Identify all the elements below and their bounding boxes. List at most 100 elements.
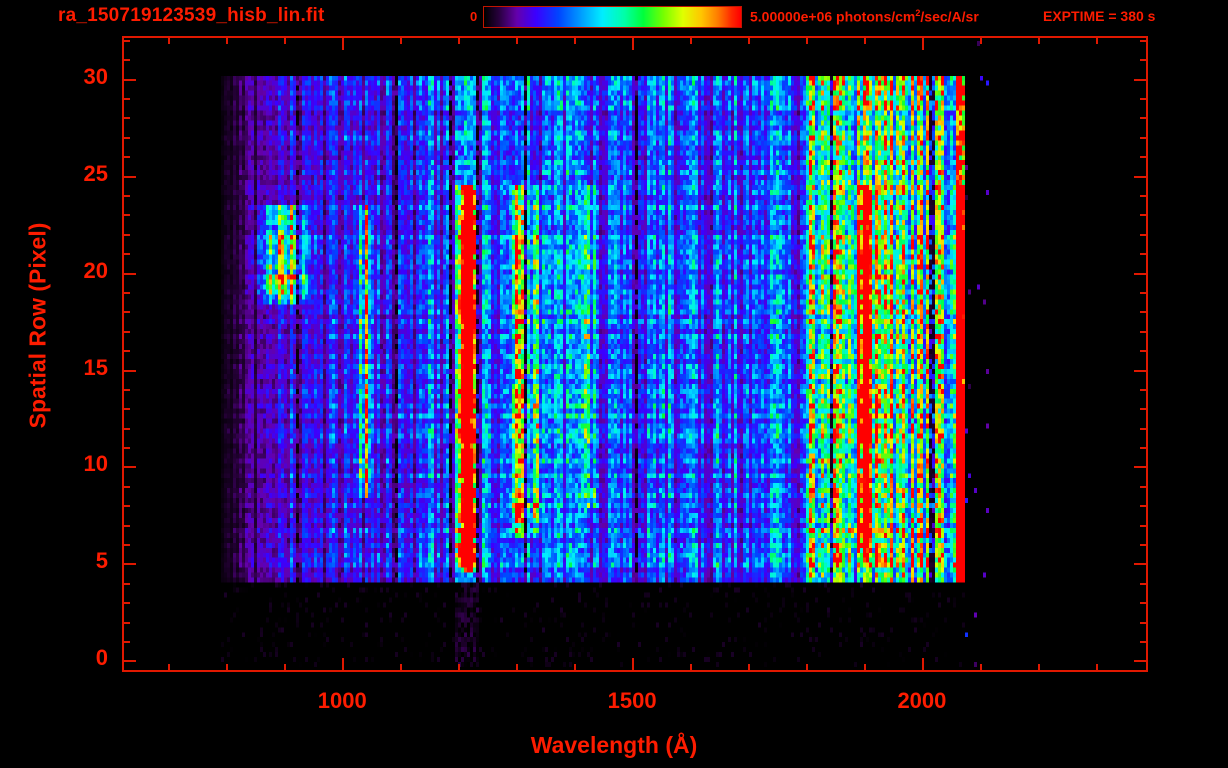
y-tick [122,563,136,565]
x-tick [864,664,866,672]
spectrogram-image-wrap [122,36,1148,672]
y-tick [122,447,130,449]
y-tick [1140,137,1148,139]
y-tick [1140,544,1148,546]
x-tick [864,36,866,44]
y-tick-label: 25 [83,160,108,186]
y-tick [1134,370,1148,372]
y-tick [122,59,130,61]
y-tick [122,234,130,236]
y-tick [1140,234,1148,236]
x-tick [1038,664,1040,672]
y-tick [1140,428,1148,430]
y-tick [1140,408,1148,410]
y-tick [122,486,130,488]
y-tick-label: 20 [83,257,108,283]
y-tick [122,253,130,255]
y-tick [1134,273,1148,275]
y-tick [1140,622,1148,624]
y-tick-label: 15 [83,354,108,380]
y-tick [1140,59,1148,61]
colorbar-max-value: 5.00000e+06 [750,8,833,25]
y-tick [122,525,130,527]
x-tick-label: 2000 [897,688,947,713]
y-tick [1140,525,1148,527]
x-axis-label: Wavelength (Å) [530,732,698,758]
x-tick [516,664,518,672]
y-tick [1140,331,1148,333]
y-tick-label: 0 [95,645,108,671]
x-tick [458,36,460,44]
y-tick [122,40,130,42]
x-tick [806,36,808,44]
y-tick [1140,602,1148,604]
y-tick [122,350,130,352]
x-tick [980,664,982,672]
y-tick [122,602,130,604]
y-tick [1140,350,1148,352]
y-tick [122,176,136,178]
y-tick [122,195,130,197]
x-tick [690,36,692,44]
y-tick [122,98,130,100]
y-tick [122,331,130,333]
y-tick [122,214,130,216]
y-tick [1140,156,1148,158]
y-tick [122,292,130,294]
y-tick [122,622,130,624]
x-tick [748,36,750,44]
x-tick [1096,36,1098,44]
x-tick [516,36,518,44]
x-tick [922,36,924,50]
y-tick [1140,40,1148,42]
y-tick [122,117,130,119]
y-tick [1140,486,1148,488]
y-tick [122,544,130,546]
y-tick [122,156,130,158]
y-tick [122,660,136,662]
spectrogram-image [122,36,1148,672]
colorbar-min-label: 0 [470,9,478,24]
y-tick [1140,195,1148,197]
y-tick [122,428,130,430]
y-tick [122,370,136,372]
y-tick [1134,466,1148,468]
y-tick-label: 5 [95,548,108,574]
y-tick [122,641,130,643]
y-tick [122,273,136,275]
x-tick [168,664,170,672]
x-tick [574,664,576,672]
x-tick [632,36,634,50]
x-tick [1038,36,1040,44]
colorbar-units-exponent: 2 [915,8,921,18]
y-tick [1140,505,1148,507]
y-tick [1140,98,1148,100]
x-tick [168,36,170,44]
y-tick [122,311,130,313]
y-tick [1140,292,1148,294]
x-tick-label: 1000 [317,688,367,713]
y-tick [122,408,130,410]
y-tick [122,505,130,507]
y-tick [1140,311,1148,313]
y-tick [1134,176,1148,178]
x-tick [806,664,808,672]
x-tick [574,36,576,44]
y-tick [122,466,136,468]
y-tick [1140,214,1148,216]
x-tick [226,36,228,44]
x-tick [400,664,402,672]
y-axis-label: Spatial Row (Pixel) [24,222,51,429]
colorbar [483,6,742,28]
y-tick-label: 30 [83,63,108,89]
y-tick [122,79,136,81]
y-tick [122,137,130,139]
plot-area [122,36,1148,672]
y-tick [122,389,130,391]
y-tick [1140,583,1148,585]
x-tick [1096,664,1098,672]
y-tick [1140,447,1148,449]
y-tick [1134,79,1148,81]
x-tick [632,658,634,672]
